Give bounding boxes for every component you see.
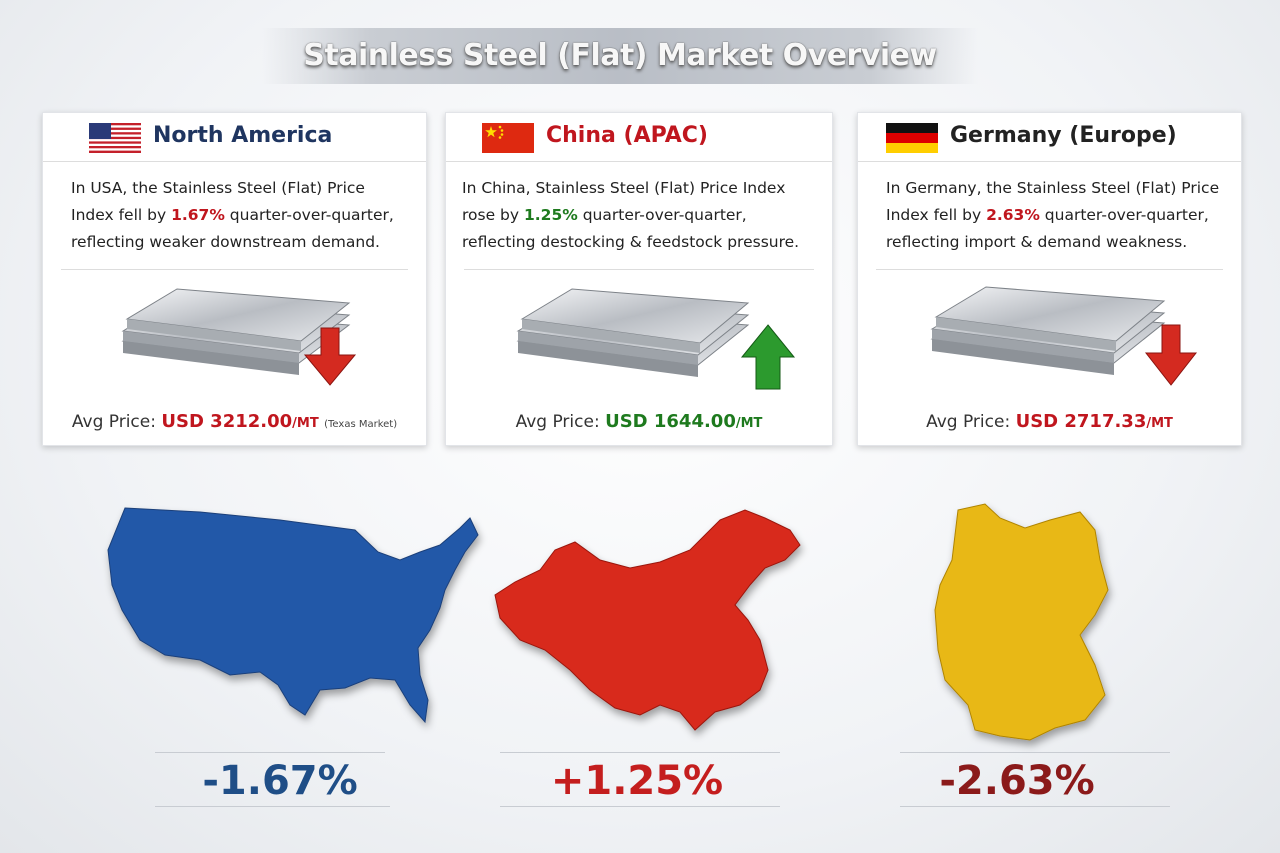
flag-china — [482, 123, 534, 153]
separator — [876, 269, 1223, 270]
flag-germany — [886, 123, 938, 153]
map-china — [494, 509, 801, 731]
text: quarter-over-quarter, reflecting weaker … — [71, 206, 394, 251]
steel-plates — [930, 286, 1198, 386]
highlight: 1.67% — [171, 206, 225, 224]
price-unit: /MT — [735, 416, 763, 431]
title-banner — [262, 28, 978, 84]
description: In Germany, the Stainless Steel (Flat) P… — [886, 175, 1225, 256]
card: North America In USA, the Stainless Stee… — [42, 112, 427, 446]
rule — [500, 752, 780, 753]
price-value: USD 3212.00 — [161, 411, 293, 432]
text: quarter-over-quarter, reflecting import … — [886, 206, 1209, 251]
price-line: Avg Price: USD 3212.00/MT (Texas Market) — [43, 411, 426, 432]
price-unit: /MT — [292, 416, 319, 431]
separator — [61, 269, 408, 270]
card-header: China (APAC) — [446, 113, 832, 162]
rule — [900, 752, 1170, 753]
description: In USA, the Stainless Steel (Flat) Price… — [71, 175, 410, 256]
price-label: Avg Price: — [71, 412, 156, 432]
rule — [155, 806, 390, 807]
title: Stainless Steel (Flat) Market Overview — [303, 38, 937, 73]
map-germany — [934, 503, 1109, 741]
card: China (APAC) In China, Stainless Steel (… — [445, 112, 833, 446]
price-label: Avg Price: — [515, 412, 600, 432]
price-unit: /MT — [1146, 416, 1173, 431]
text: In China, Stainless Steel (Flat) Price I… — [462, 179, 786, 224]
rule — [500, 806, 780, 807]
card: Germany (Europe) In Germany, the Stainle… — [857, 112, 1242, 446]
highlight: 2.63% — [986, 206, 1040, 224]
price-note: (Texas Market) — [324, 419, 398, 430]
description: In China, Stainless Steel (Flat) Price I… — [462, 175, 816, 256]
steel-plates — [516, 288, 796, 390]
rule — [900, 806, 1170, 807]
text: In Germany, the Stainless Steel (Flat) P… — [886, 179, 1220, 224]
change-percent: +1.25% — [550, 758, 724, 804]
separator — [464, 269, 814, 270]
region-name: China (APAC) — [546, 123, 708, 148]
steel-plates — [121, 288, 357, 386]
price-value: USD 2717.33 — [1015, 411, 1147, 432]
price-label: Avg Price: — [926, 412, 1011, 432]
price-line: Avg Price: USD 1644.00/MT — [446, 411, 832, 432]
text: In USA, the Stainless Steel (Flat) Price… — [71, 179, 365, 224]
change-percent: -2.63% — [939, 758, 1095, 804]
flag-usa — [89, 123, 141, 153]
map-usa — [107, 507, 479, 724]
highlight: 1.25% — [524, 206, 578, 224]
region-name: North America — [153, 123, 333, 148]
maps — [107, 503, 1109, 741]
change-percent: -1.67% — [202, 758, 358, 804]
price-value: USD 1644.00 — [605, 411, 736, 432]
rule — [155, 752, 385, 753]
text: quarter-over-quarter, reflecting destock… — [462, 206, 800, 251]
card-header: North America — [43, 113, 426, 162]
region-name: Germany (Europe) — [950, 123, 1177, 148]
price-line: Avg Price: USD 2717.33/MT — [858, 411, 1241, 432]
card-header: Germany (Europe) — [858, 113, 1241, 162]
